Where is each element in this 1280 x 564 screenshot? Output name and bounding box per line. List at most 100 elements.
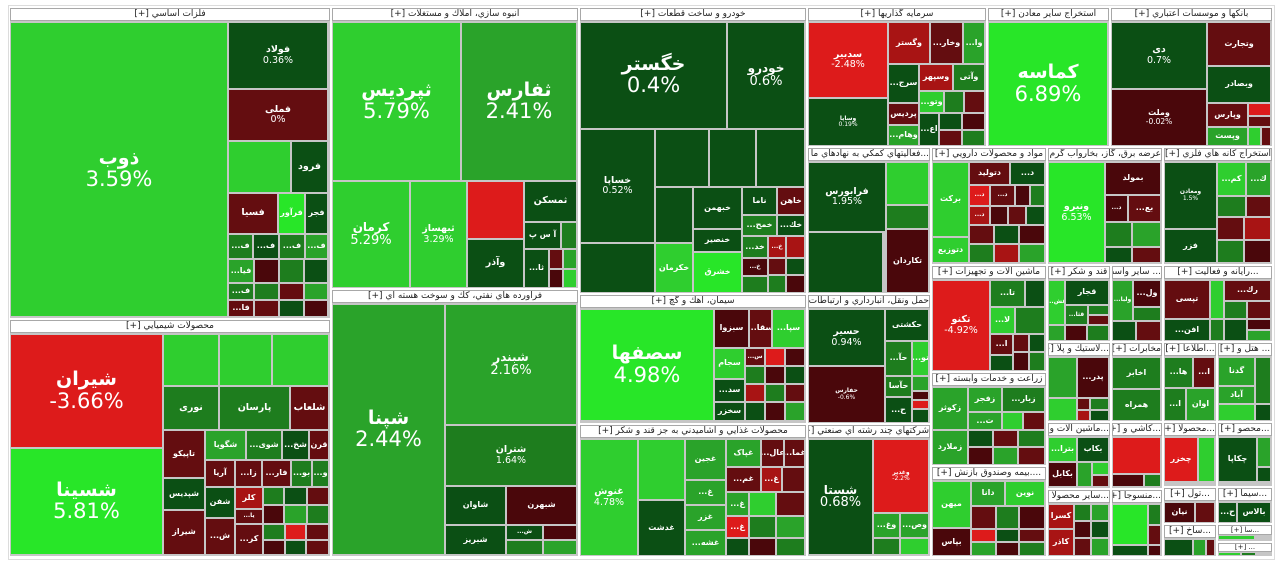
sector-header[interactable]: ...محصو [+]: [1218, 423, 1272, 436]
treemap-tile[interactable]: [1088, 326, 1108, 340]
treemap-tile[interactable]: تو...: [913, 342, 928, 375]
treemap-tile[interactable]: د...: [970, 207, 989, 224]
treemap-tile[interactable]: خ...: [769, 237, 785, 257]
treemap-tile[interactable]: [468, 182, 523, 238]
sector-header[interactable]: استخراج ساير معادن [+]: [988, 8, 1109, 21]
treemap-tile[interactable]: [1016, 186, 1029, 205]
treemap-tile[interactable]: دتوزیع: [933, 238, 968, 262]
treemap-tile[interactable]: [1075, 522, 1090, 537]
treemap-tile[interactable]: د...: [970, 186, 989, 205]
treemap-tile[interactable]: پدر...: [1078, 358, 1108, 397]
treemap-tile[interactable]: ح...: [886, 398, 911, 422]
treemap-tile[interactable]: [1242, 553, 1255, 555]
treemap-tile[interactable]: کسرا: [1049, 505, 1073, 528]
treemap-tile[interactable]: [550, 250, 562, 268]
treemap-tile[interactable]: ثبهساز 3.29%: [411, 182, 466, 287]
treemap-tile[interactable]: قجار: [1066, 281, 1108, 304]
treemap-tile[interactable]: خشرق: [694, 253, 741, 292]
treemap-tile[interactable]: شبندر 2.16%: [446, 305, 576, 424]
treemap-tile[interactable]: [777, 493, 804, 515]
treemap-tile[interactable]: وتجارت: [1208, 23, 1270, 65]
treemap-tile[interactable]: [766, 349, 784, 365]
treemap-tile[interactable]: وص...: [901, 514, 928, 537]
treemap-tile[interactable]: ش...: [507, 526, 542, 539]
treemap-tile[interactable]: ف...: [229, 284, 253, 299]
treemap-tile[interactable]: [280, 260, 303, 282]
treemap-tile[interactable]: تکاردان: [887, 230, 928, 292]
treemap-tile[interactable]: [286, 541, 305, 554]
treemap-tile[interactable]: [945, 92, 963, 112]
sector-header[interactable]: ...سا [+]: [1218, 525, 1272, 535]
treemap-tile[interactable]: حسیر 0.94%: [809, 310, 884, 365]
treemap-tile[interactable]: [1049, 358, 1076, 397]
treemap-tile[interactable]: اخابر: [1113, 358, 1160, 388]
sector-header[interactable]: ...فعاليتهاي كمكي به نهادهاي ما [+]: [808, 148, 930, 161]
treemap-tile[interactable]: [1030, 353, 1044, 370]
treemap-tile[interactable]: [1020, 507, 1044, 528]
treemap-tile[interactable]: حفارس -0.6%: [809, 367, 884, 422]
treemap-tile[interactable]: شاوان: [446, 487, 505, 524]
treemap-tile[interactable]: [264, 541, 284, 554]
treemap-tile[interactable]: [308, 488, 328, 504]
treemap-tile[interactable]: ا...: [1194, 358, 1214, 387]
treemap-tile[interactable]: وگستر: [889, 23, 929, 63]
treemap-tile[interactable]: [1211, 281, 1223, 318]
treemap-tile[interactable]: وهام...: [889, 126, 918, 145]
treemap-tile[interactable]: [1092, 505, 1108, 520]
treemap-tile[interactable]: سپا...: [773, 310, 804, 347]
treemap-tile[interactable]: وپارس: [1208, 104, 1247, 126]
treemap-tile[interactable]: غ...: [727, 517, 748, 537]
treemap-tile[interactable]: [1016, 308, 1044, 333]
treemap-tile[interactable]: خاهن: [778, 188, 804, 214]
treemap-tile[interactable]: [710, 130, 755, 186]
treemap-tile[interactable]: رك...: [1225, 281, 1270, 300]
treemap-tile[interactable]: وآتی: [954, 65, 984, 90]
treemap-tile[interactable]: [1031, 186, 1044, 205]
treemap-tile[interactable]: ف...: [254, 235, 278, 258]
treemap-tile[interactable]: [787, 276, 804, 292]
treemap-tile[interactable]: برکت: [933, 163, 968, 236]
treemap-tile[interactable]: خساپا 0.52%: [581, 130, 654, 242]
treemap-tile[interactable]: [1219, 553, 1240, 555]
treemap-tile[interactable]: [1219, 405, 1254, 420]
treemap-tile[interactable]: [1247, 197, 1270, 216]
sector-header[interactable]: فرآورده هاي نفتي، كك و سوخت هسته اي [+]: [332, 290, 578, 303]
treemap-tile[interactable]: [1092, 522, 1108, 537]
treemap-tile[interactable]: [963, 131, 984, 145]
treemap-tile[interactable]: [787, 259, 804, 274]
treemap-tile[interactable]: گدنا: [1219, 358, 1254, 385]
treemap-tile[interactable]: شتران 1.64%: [446, 426, 576, 485]
treemap-tile[interactable]: [991, 356, 1012, 370]
treemap-tile[interactable]: [1049, 326, 1064, 340]
treemap-tile[interactable]: بکاب: [1078, 438, 1108, 461]
treemap-tile[interactable]: وساپا 0.19%: [809, 99, 887, 145]
sector-header[interactable]: ...اطلاعا [+]: [1164, 343, 1216, 356]
sector-header[interactable]: استخراج كانه هاي فلزي [+]: [1164, 148, 1272, 161]
treemap-tile[interactable]: فجر: [306, 194, 327, 233]
treemap-tile[interactable]: ح...: [1219, 503, 1236, 522]
treemap-tile[interactable]: [1106, 248, 1131, 262]
treemap-tile[interactable]: زفجر: [969, 388, 1001, 411]
treemap-tile[interactable]: ثفارس 2.41%: [462, 23, 576, 180]
treemap-tile[interactable]: [1089, 316, 1108, 324]
sector-header[interactable]: حمل ونقل، انبارداري و ارتباطات [+]: [808, 295, 930, 308]
treemap-tile[interactable]: [887, 163, 928, 204]
treemap-tile[interactable]: [1030, 335, 1044, 351]
treemap-tile[interactable]: [507, 541, 542, 554]
treemap-tile[interactable]: وا...: [964, 23, 984, 63]
treemap-tile[interactable]: [786, 349, 804, 365]
sector-header[interactable]: ...ساير محصولا [+]: [1048, 490, 1110, 503]
treemap-tile[interactable]: [1262, 128, 1270, 145]
treemap-tile[interactable]: وسپهر: [920, 65, 952, 90]
treemap-tile[interactable]: [255, 260, 278, 282]
treemap-tile[interactable]: [1113, 475, 1143, 486]
treemap-tile[interactable]: شپدیس: [164, 479, 204, 509]
treemap-tile[interactable]: خگستر 0.4%: [581, 23, 726, 128]
treemap-tile[interactable]: وبصادر: [1208, 67, 1270, 102]
treemap-tile[interactable]: [750, 539, 775, 555]
treemap-tile[interactable]: شیران -3.66%: [11, 335, 162, 447]
treemap-tile[interactable]: ول...: [1134, 281, 1160, 306]
sector-header[interactable]: ...منسوجا [+]: [1112, 490, 1162, 503]
treemap-tile[interactable]: [1225, 302, 1246, 318]
treemap-tile[interactable]: [970, 245, 993, 262]
